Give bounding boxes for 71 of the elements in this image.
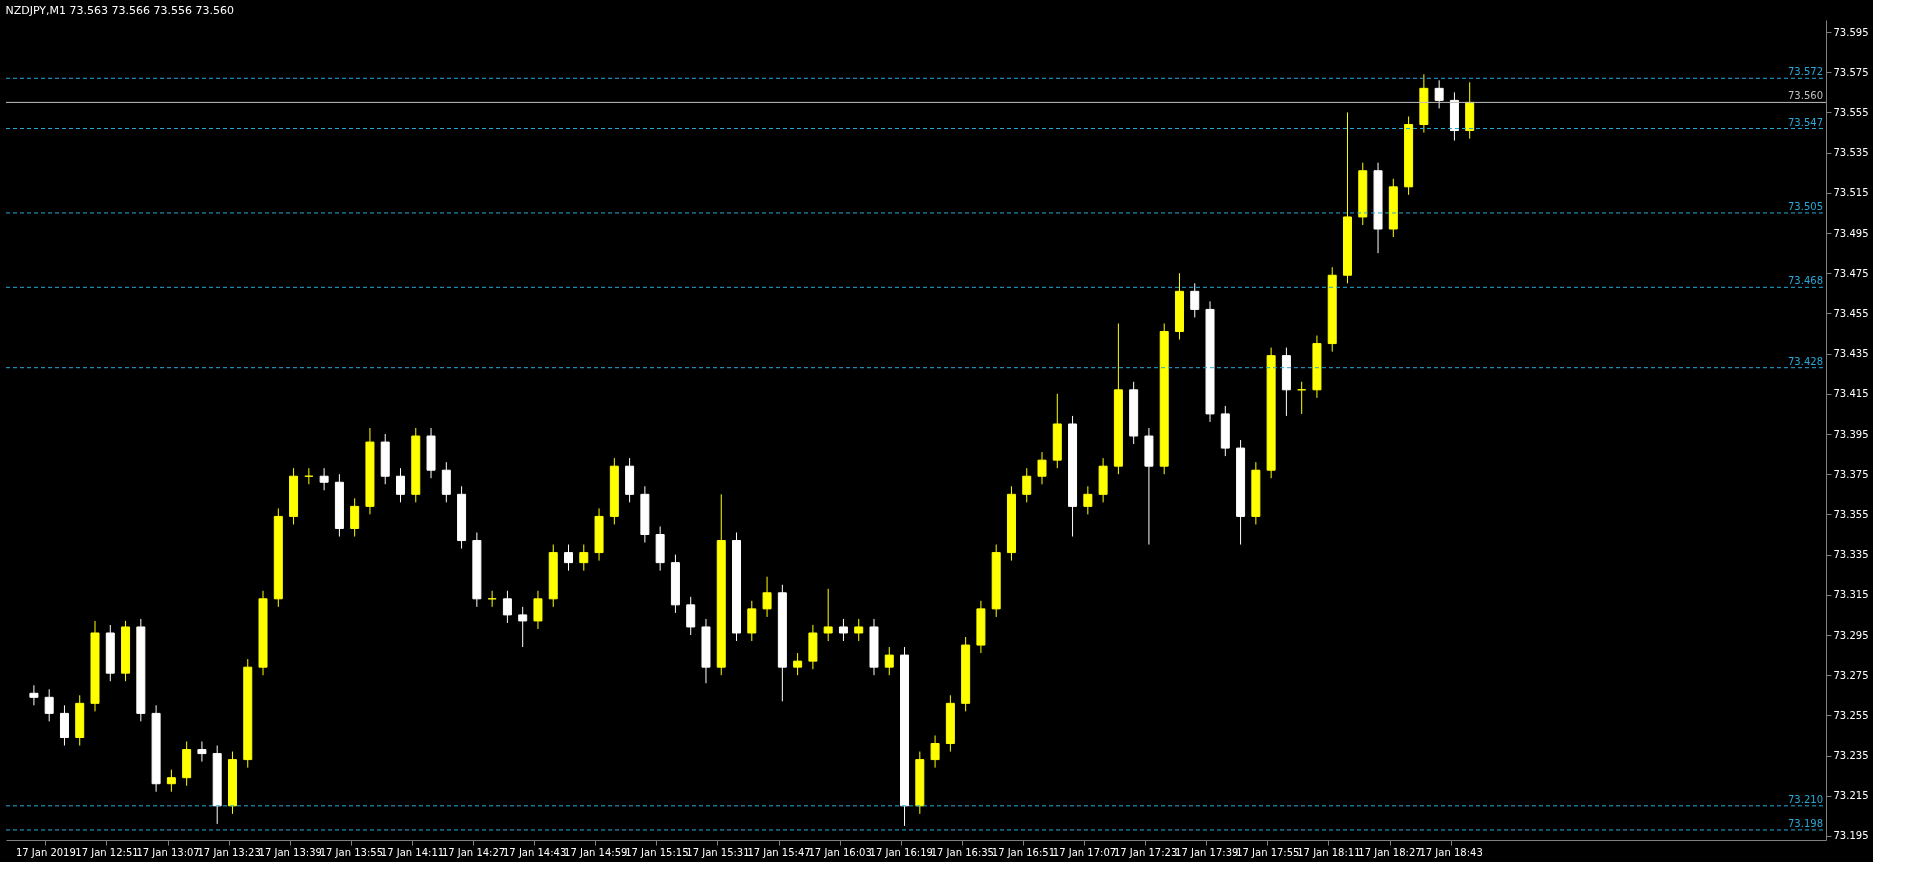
x-tick-label: 17 Jan 15:47: [747, 846, 811, 858]
y-tick-label: 73.415: [1833, 388, 1869, 400]
candlestick: [29, 684, 39, 706]
y-tick-label: 73.335: [1833, 549, 1869, 561]
x-tick-label: 17 Jan 17:39: [1175, 846, 1239, 858]
candlestick: [502, 590, 512, 624]
candlestick: [930, 734, 940, 769]
candlestick: [1037, 451, 1047, 485]
x-tick-label: 17 Jan 18:27: [1358, 846, 1422, 858]
y-tick-label: 73.575: [1833, 66, 1869, 78]
x-tick-label: 17 Jan 2019: [15, 846, 76, 858]
ref-line-label: 73.572: [1788, 66, 1823, 78]
candlestick: [350, 497, 360, 538]
x-tick-label: 17 Jan 13:39: [258, 846, 322, 858]
ref-line-label: 73.505: [1788, 200, 1823, 212]
x-tick-label: 17 Jan 13:23: [197, 846, 261, 858]
candlestick: [1434, 79, 1444, 109]
y-tick-label: 73.495: [1833, 227, 1869, 239]
x-tick-label: 17 Jan 18:43: [1419, 846, 1483, 858]
y-tick-label: 73.315: [1833, 589, 1869, 601]
y-tick-label: 73.455: [1833, 307, 1869, 319]
y-tick-label: 73.595: [1833, 26, 1869, 38]
candlestick: [823, 588, 833, 642]
y-tick-label: 73.555: [1833, 106, 1869, 118]
x-tick-label: 17 Jan 18:11: [1297, 846, 1361, 858]
y-tick-label: 73.295: [1833, 629, 1869, 641]
candlestick: [884, 646, 894, 676]
x-tick-label: 17 Jan 13:07: [136, 846, 200, 858]
candlestick: [533, 590, 543, 630]
ref-line-label: 73.468: [1788, 275, 1823, 287]
candlestick: [395, 467, 405, 503]
x-tick-label: 17 Jan 15:31: [686, 846, 750, 858]
y-tick-label: 73.195: [1833, 830, 1869, 842]
candlestick: [44, 688, 54, 722]
y-tick-label: 73.515: [1833, 187, 1869, 199]
y-tick-label: 73.395: [1833, 428, 1869, 440]
ref-line-label: 73.560: [1788, 90, 1823, 102]
ref-line-label: 73.198: [1788, 817, 1823, 829]
candlestick: [838, 618, 848, 642]
y-tick-label: 73.255: [1833, 709, 1869, 721]
ref-line-label: 73.547: [1788, 116, 1823, 128]
y-tick-label: 73.435: [1833, 348, 1869, 360]
y-tick-label: 73.535: [1833, 147, 1869, 159]
candlestick: [518, 606, 528, 648]
candlestick: [197, 741, 207, 763]
x-tick-label: 17 Jan 16:19: [869, 846, 933, 858]
candlestick: [854, 618, 864, 642]
candlestick: [579, 544, 589, 572]
candlestick: [793, 652, 803, 676]
y-tick-label: 73.475: [1833, 267, 1869, 279]
candlestick: [319, 467, 329, 491]
y-tick-label: 73.375: [1833, 468, 1869, 480]
ref-line-label: 73.428: [1788, 355, 1823, 367]
y-tick-label: 73.355: [1833, 508, 1869, 520]
y-tick-label: 73.275: [1833, 669, 1869, 681]
candlestick: [762, 576, 772, 618]
y-tick-label: 73.215: [1833, 790, 1869, 802]
y-tick-label: 73.235: [1833, 750, 1869, 762]
candlestick: [166, 769, 176, 793]
x-tick-label: 17 Jan 15:15: [625, 846, 689, 858]
candlestick: [1083, 485, 1093, 515]
candlestick: [1190, 282, 1200, 318]
ref-line-label: 73.210: [1788, 793, 1823, 805]
x-tick-label: 17 Jan 14:59: [564, 846, 628, 858]
x-tick-label: 17 Jan 16:03: [808, 846, 872, 858]
x-tick-label: 17 Jan 12:51: [75, 846, 139, 858]
x-tick-label: 17 Jan 17:55: [1236, 846, 1300, 858]
chart-title: NZDJPY,M1 73.563 73.566 73.556 73.560: [5, 4, 235, 17]
candlestick: [564, 544, 574, 572]
candlestick: [1022, 467, 1032, 503]
candlestick: [686, 596, 696, 636]
